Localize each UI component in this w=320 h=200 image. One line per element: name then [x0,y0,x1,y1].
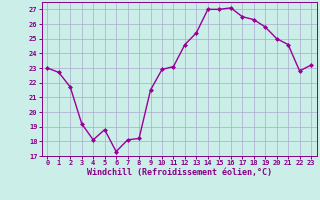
X-axis label: Windchill (Refroidissement éolien,°C): Windchill (Refroidissement éolien,°C) [87,168,272,177]
